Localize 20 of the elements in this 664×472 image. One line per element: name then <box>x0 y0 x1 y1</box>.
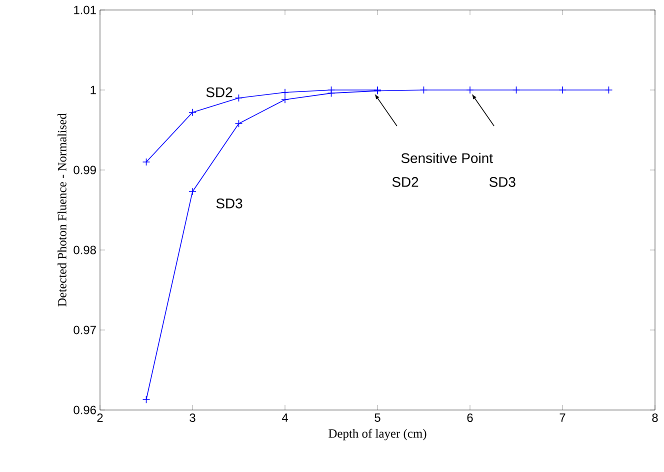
x-tick-label: 8 <box>652 414 658 422</box>
x-tick-label: 4 <box>282 414 288 422</box>
y-tick-label: 1.01 <box>74 6 96 14</box>
series-label: SD2 <box>206 87 232 98</box>
x-tick-label: 2 <box>97 414 103 422</box>
y-tick-label: 0.97 <box>74 326 96 334</box>
y-axis-title: Detected Photon Fluence - Normalised <box>58 113 66 306</box>
annotation: SD2 <box>392 177 418 187</box>
x-tick-label: 3 <box>190 414 196 422</box>
x-tick-label: 7 <box>560 414 566 422</box>
series-label: SD3 <box>216 198 242 208</box>
annotation: Sensitive Point <box>401 152 493 164</box>
annotation: SD3 <box>489 177 516 187</box>
y-tick-label: 0.96 <box>74 406 96 414</box>
y-tick-label: 1 <box>90 86 96 94</box>
x-axis-title: Depth of layer (cm) <box>328 428 426 440</box>
y-tick-label: 0.98 <box>74 246 96 254</box>
x-tick-label: 6 <box>467 414 473 422</box>
y-tick-label: 0.99 <box>74 166 96 174</box>
x-tick-label: 5 <box>374 414 380 422</box>
